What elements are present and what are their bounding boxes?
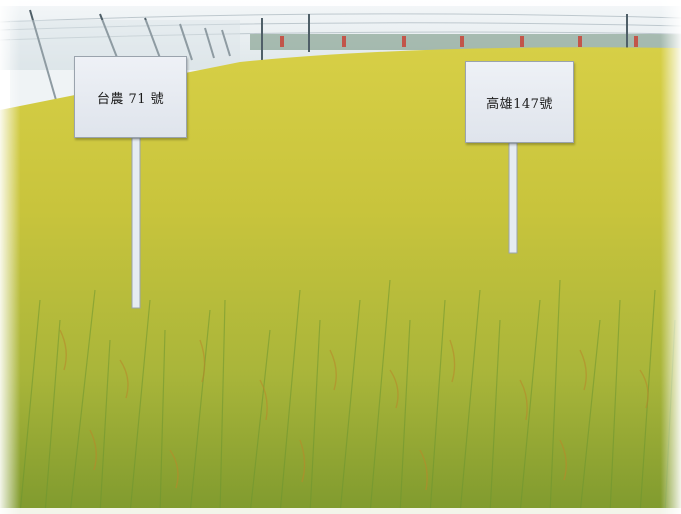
variety-sign-right: 高雄147號 — [465, 61, 574, 143]
variety-sign-left: 台農 71 號 — [74, 56, 187, 138]
variety-sign-right-label: 高雄147號 — [486, 96, 553, 112]
variety-sign-left-label: 台農 71 號 — [96, 91, 165, 107]
